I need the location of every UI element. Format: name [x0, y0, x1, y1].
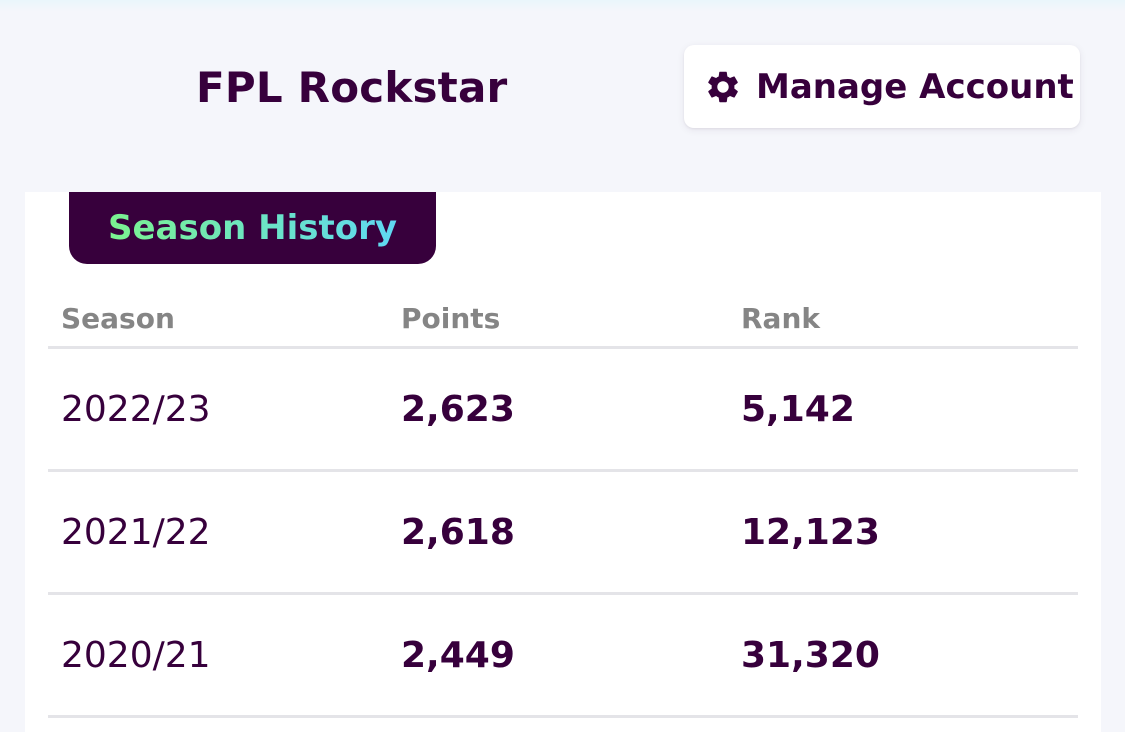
season-cell: 2020/21	[61, 634, 211, 676]
column-header-rank: Rank	[741, 301, 821, 335]
tab-season-history-label: Season History	[107, 208, 398, 248]
points-cell: 2,618	[401, 511, 515, 553]
points-cell: 2,623	[401, 388, 515, 430]
column-header-points: Points	[401, 301, 501, 335]
manage-account-label: Manage Account	[756, 66, 1074, 107]
season-history-card: Season History Season Points Rank 2022/2…	[25, 192, 1101, 732]
manage-account-button[interactable]: Manage Account	[684, 45, 1080, 128]
table-row: 2022/23 2,623 5,142	[48, 349, 1078, 472]
season-cell: 2022/23	[61, 388, 211, 430]
gear-icon	[708, 71, 738, 102]
table-row: 2021/22 2,618 12,123	[48, 472, 1078, 595]
rank-cell: 12,123	[741, 511, 880, 553]
table-header: Season Points Rank	[48, 290, 1078, 349]
team-name: FPL Rockstar	[196, 63, 508, 112]
column-header-season: Season	[61, 301, 175, 335]
points-cell: 2,449	[401, 634, 515, 676]
top-strip	[0, 0, 1125, 12]
tab-season-history[interactable]: Season History	[69, 192, 436, 264]
table-row: 2020/21 2,449 31,320	[48, 595, 1078, 718]
season-history-table: Season Points Rank 2022/23 2,623 5,142 2…	[48, 290, 1078, 718]
rank-cell: 5,142	[741, 388, 855, 430]
season-cell: 2021/22	[61, 511, 211, 553]
rank-cell: 31,320	[741, 634, 880, 676]
